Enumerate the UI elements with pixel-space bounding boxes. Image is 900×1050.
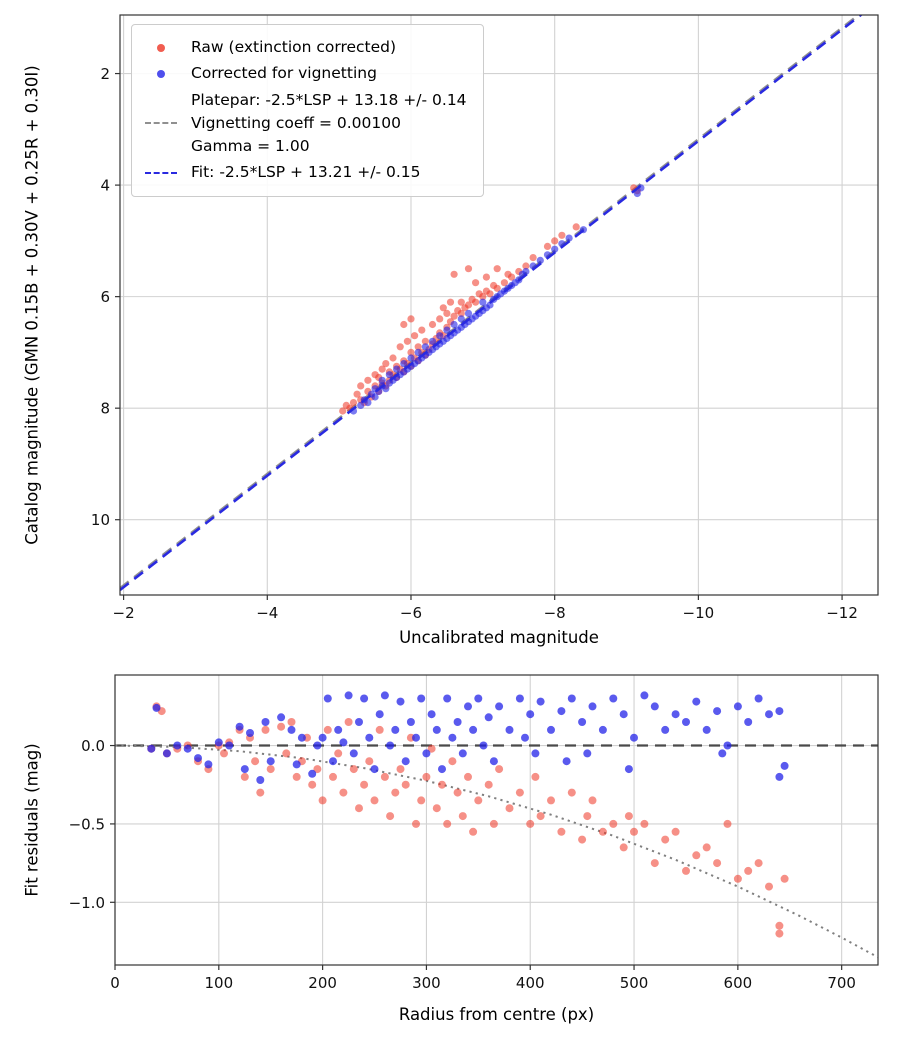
bottom-x-axis-label: Radius from centre (px) — [398, 1005, 595, 1024]
legend-item-raw: Raw (extinction corrected) — [144, 36, 467, 59]
top-x-axis-label: Uncalibrated magnitude — [399, 628, 599, 647]
magnitude-fit-plot: −2 −4 −6 −8 −10 −12 2 4 6 8 10 — [91, 14, 879, 622]
svg-text:700: 700 — [827, 974, 856, 992]
legend-label-vignetting: Corrected for vignetting — [191, 64, 377, 83]
svg-text:−2: −2 — [113, 604, 135, 622]
platepar-line3: Gamma = 1.00 — [191, 137, 310, 155]
svg-text:−10: −10 — [683, 604, 715, 622]
platepar-line2: Vignetting coeff = 0.00100 — [191, 113, 401, 132]
legend-item-fit: Fit: -2.5*LSP + 13.21 +/- 0.15 — [144, 161, 467, 184]
residuals-plot: 0 100 200 300 400 500 600 700 0.0 −0.5 −1.0 — [69, 674, 879, 992]
legend-label-raw: Raw (extinction corrected) — [191, 38, 397, 56]
svg-text:400: 400 — [516, 974, 545, 992]
svg-text:100: 100 — [204, 974, 233, 992]
legend: Raw (extinction corrected) Corrected for… — [131, 24, 484, 197]
fit-line-marker-icon — [145, 171, 177, 174]
svg-text:200: 200 — [308, 974, 337, 992]
platepar-line-marker-icon — [145, 122, 177, 125]
svg-text:6: 6 — [100, 288, 110, 306]
svg-text:0.0: 0.0 — [81, 737, 105, 755]
legend-item-vignetting: Corrected for vignetting — [144, 62, 467, 85]
legend-item-platepar: Platepar: -2.5*LSP + 13.18 +/- 0.14 Vign… — [144, 89, 467, 159]
svg-text:−6: −6 — [400, 604, 422, 622]
legend-label-fit: Fit: -2.5*LSP + 13.21 +/- 0.15 — [191, 163, 421, 182]
svg-text:−8: −8 — [544, 604, 566, 622]
raw-series-marker-icon — [157, 43, 165, 52]
svg-text:4: 4 — [100, 177, 110, 195]
svg-text:8: 8 — [100, 400, 110, 418]
svg-text:300: 300 — [412, 974, 441, 992]
svg-text:2: 2 — [100, 65, 110, 83]
platepar-line1: Platepar: -2.5*LSP + 13.18 +/- 0.14 — [191, 90, 467, 109]
svg-text:−0.5: −0.5 — [69, 815, 105, 833]
svg-text:−4: −4 — [256, 604, 278, 622]
legend-label-platepar: Platepar: -2.5*LSP + 13.18 +/- 0.14 Vign… — [191, 89, 467, 159]
svg-text:−1.0: −1.0 — [69, 894, 105, 912]
vignetting-series-marker-icon — [157, 69, 165, 78]
svg-text:600: 600 — [724, 974, 753, 992]
svg-text:−12: −12 — [826, 604, 858, 622]
svg-text:0: 0 — [110, 974, 120, 992]
svg-text:500: 500 — [620, 974, 649, 992]
bottom-y-axis-label: Fit residuals (mag) — [22, 743, 42, 897]
svg-text:10: 10 — [91, 511, 110, 529]
top-y-axis-label: Catalog magnitude (GMN 0.15B + 0.30V + 0… — [22, 65, 42, 545]
